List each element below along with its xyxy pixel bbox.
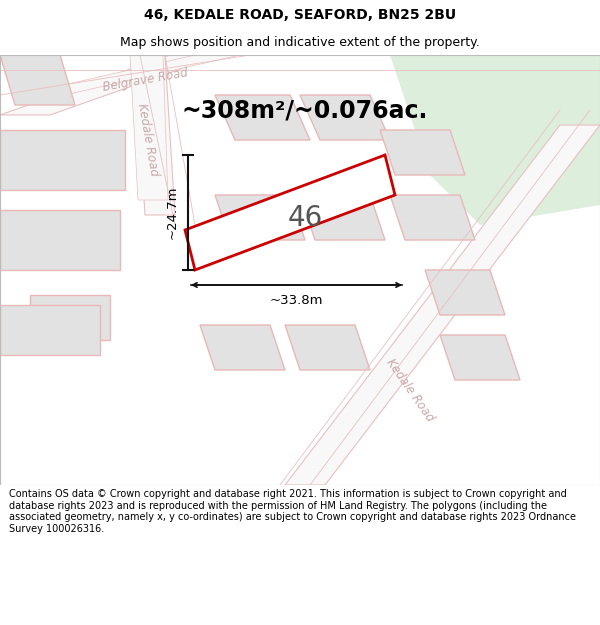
Text: Map shows position and indicative extent of the property.: Map shows position and indicative extent… xyxy=(120,36,480,49)
Text: 46, KEDALE ROAD, SEAFORD, BN25 2BU: 46, KEDALE ROAD, SEAFORD, BN25 2BU xyxy=(144,8,456,22)
Text: ~308m²/~0.076ac.: ~308m²/~0.076ac. xyxy=(182,98,428,122)
Polygon shape xyxy=(285,325,370,370)
Polygon shape xyxy=(130,55,168,200)
Polygon shape xyxy=(0,210,120,270)
Polygon shape xyxy=(215,95,310,140)
Text: 46: 46 xyxy=(287,204,323,231)
Polygon shape xyxy=(0,130,125,190)
Polygon shape xyxy=(0,305,100,355)
Polygon shape xyxy=(300,195,385,240)
Polygon shape xyxy=(440,335,520,380)
Text: ~24.7m: ~24.7m xyxy=(166,186,179,239)
Text: Contains OS data © Crown copyright and database right 2021. This information is : Contains OS data © Crown copyright and d… xyxy=(9,489,576,534)
Polygon shape xyxy=(380,130,465,175)
Polygon shape xyxy=(425,270,505,315)
Polygon shape xyxy=(135,55,175,215)
Polygon shape xyxy=(285,125,600,485)
Text: ~33.8m: ~33.8m xyxy=(270,294,323,308)
Polygon shape xyxy=(300,95,390,140)
Polygon shape xyxy=(390,55,600,225)
Text: Kedale Road: Kedale Road xyxy=(383,356,436,424)
Bar xyxy=(0,55,600,485)
Polygon shape xyxy=(0,55,220,115)
Text: Belgrave Road: Belgrave Road xyxy=(101,66,188,94)
Polygon shape xyxy=(30,295,110,340)
Polygon shape xyxy=(390,195,475,240)
Polygon shape xyxy=(0,55,75,105)
Polygon shape xyxy=(215,195,305,240)
Polygon shape xyxy=(20,55,240,95)
Text: Kedale Road: Kedale Road xyxy=(135,102,161,178)
Polygon shape xyxy=(200,325,285,370)
Polygon shape xyxy=(185,155,395,270)
